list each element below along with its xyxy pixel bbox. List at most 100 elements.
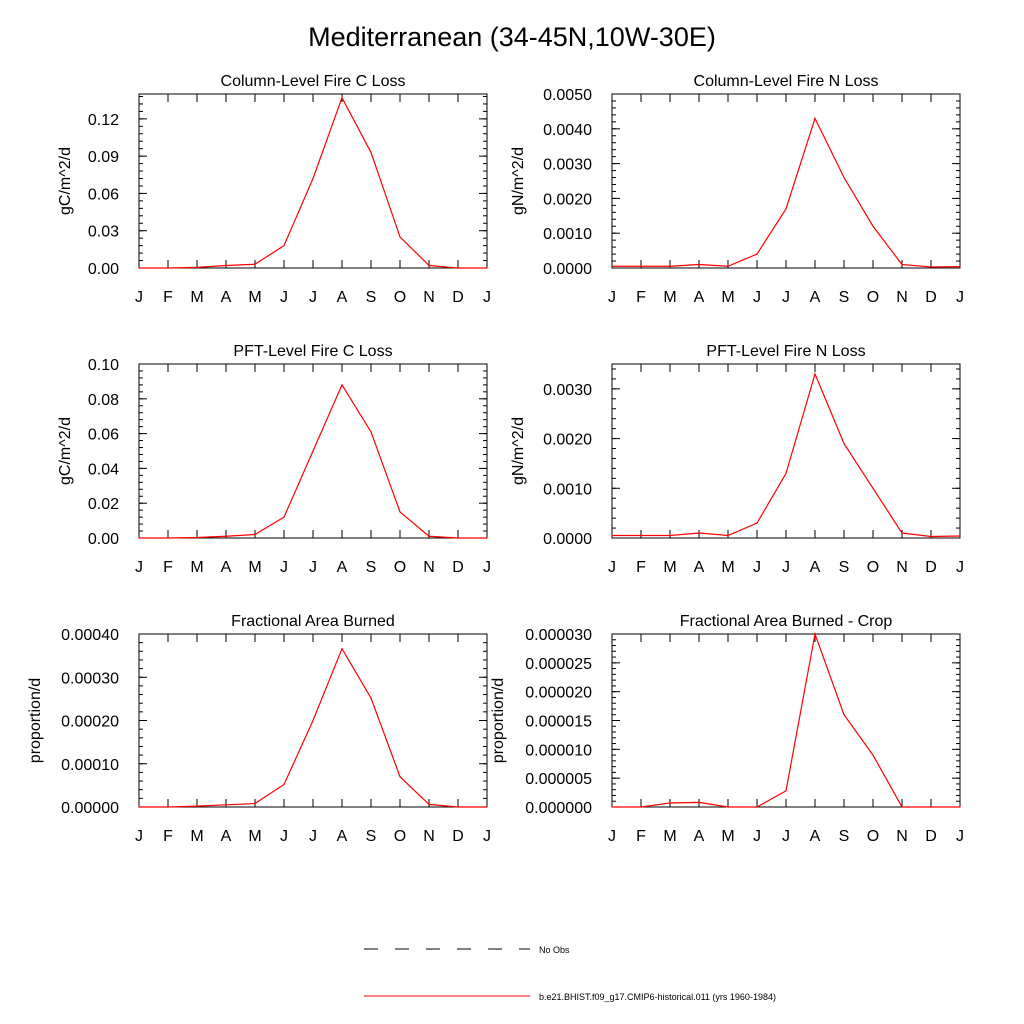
- data-point: [727, 806, 729, 808]
- x-tick-label: A: [694, 559, 705, 576]
- y-tick-label: 0.00040: [61, 627, 119, 644]
- plot-frame: [138, 93, 488, 269]
- x-tick-label: J: [782, 828, 790, 845]
- data-point: [901, 532, 903, 534]
- x-tick-label: J: [608, 559, 616, 576]
- legend-label-2: b.e21.BHIST.f09_g17.CMIP6-historical.011…: [539, 992, 776, 1002]
- x-tick-label: M: [663, 289, 676, 306]
- x-tick-label: D: [925, 828, 937, 845]
- data-point: [312, 177, 314, 180]
- y-tick-label: 0.04: [88, 461, 119, 478]
- y-axis-label: gC/m^2/d: [57, 417, 74, 485]
- legend-label-1: No Obs: [539, 945, 570, 955]
- data-point: [341, 384, 343, 386]
- x-tick-label: M: [721, 559, 734, 576]
- data-point: [312, 719, 314, 722]
- y-tick-label: 0.000005: [525, 771, 592, 788]
- data-point: [930, 806, 932, 808]
- plot-frame: [611, 93, 961, 269]
- y-tick-label: 0.10: [88, 357, 119, 374]
- y-axis-label: proportion/d: [27, 678, 44, 763]
- y-tick-label: 0.0030: [543, 382, 592, 399]
- y-tick-label: 0.00000: [61, 800, 119, 817]
- x-tick-label: A: [694, 828, 705, 845]
- data-point: [457, 267, 459, 269]
- x-tick-label: A: [810, 559, 821, 576]
- y-tick-label: 0.00: [88, 531, 119, 548]
- x-tick-label: A: [810, 828, 821, 845]
- data-point: [283, 516, 285, 518]
- data-point: [640, 534, 642, 537]
- data-point: [254, 533, 256, 536]
- data-point: [428, 803, 430, 806]
- x-tick-label: J: [782, 559, 790, 576]
- x-tick-label: J: [309, 289, 317, 306]
- data-point: [698, 801, 700, 803]
- x-tick-label: F: [636, 559, 646, 576]
- data-point: [225, 264, 227, 267]
- x-tick-label: F: [163, 559, 173, 576]
- x-tick-label: J: [309, 828, 317, 845]
- x-tick-label: M: [721, 828, 734, 845]
- data-point: [785, 472, 787, 474]
- y-tick-label: 0.000010: [525, 742, 592, 759]
- x-tick-label: D: [452, 289, 464, 306]
- x-tick-label: J: [309, 559, 317, 576]
- x-tick-label: J: [956, 289, 964, 306]
- data-point: [698, 263, 700, 266]
- data-point: [698, 532, 700, 534]
- x-tick-label: J: [280, 559, 288, 576]
- x-tick-label: J: [782, 289, 790, 306]
- x-tick-label: M: [190, 289, 203, 306]
- x-tick-label: N: [423, 828, 435, 845]
- figure-title: Mediterranean (34-45N,10W-30E): [308, 22, 716, 52]
- data-point: [669, 265, 671, 267]
- data-point: [843, 714, 845, 716]
- x-tick-label: O: [394, 289, 406, 306]
- data-point: [428, 264, 430, 267]
- y-tick-label: 0.0050: [543, 87, 592, 104]
- data-point: [785, 208, 787, 210]
- panel-title: PFT-Level Fire N Loss: [706, 343, 865, 360]
- x-tick-label: A: [221, 828, 232, 845]
- x-tick-label: J: [483, 828, 491, 845]
- data-point: [399, 236, 401, 238]
- data-point: [370, 151, 372, 154]
- x-tick-label: M: [663, 828, 676, 845]
- y-tick-label: 0.00020: [61, 714, 119, 731]
- data-point: [872, 225, 874, 227]
- y-tick-label: 0.12: [88, 112, 119, 129]
- series-line: [139, 383, 487, 539]
- x-tick-label: M: [721, 289, 734, 306]
- data-point: [167, 537, 169, 539]
- data-point: [196, 805, 198, 807]
- y-tick-label: 0.06: [88, 427, 119, 444]
- data-point: [225, 535, 227, 537]
- data-point: [486, 806, 488, 808]
- data-point: [370, 697, 372, 699]
- data-point: [486, 537, 488, 539]
- x-tick-label: A: [337, 828, 348, 845]
- y-tick-label: 0.000020: [525, 685, 592, 702]
- x-tick-label: N: [423, 289, 435, 306]
- x-tick-label: J: [483, 559, 491, 576]
- panel-title: PFT-Level Fire C Loss: [233, 343, 392, 360]
- x-tick-label: N: [423, 559, 435, 576]
- x-tick-label: O: [867, 289, 879, 306]
- x-tick-label: O: [394, 828, 406, 845]
- data-point: [930, 266, 932, 268]
- x-tick-label: M: [190, 828, 203, 845]
- y-tick-label: 0.0020: [543, 191, 592, 208]
- x-tick-label: J: [753, 289, 761, 306]
- data-point: [611, 534, 613, 537]
- data-point: [196, 536, 198, 539]
- series-line: [139, 647, 487, 808]
- y-tick-label: 0.0040: [543, 122, 592, 139]
- panel-title: Column-Level Fire N Loss: [694, 73, 879, 90]
- data-point: [959, 535, 961, 537]
- y-tick-label: 0.0000: [543, 531, 592, 548]
- panel-title: Column-Level Fire C Loss: [221, 73, 406, 90]
